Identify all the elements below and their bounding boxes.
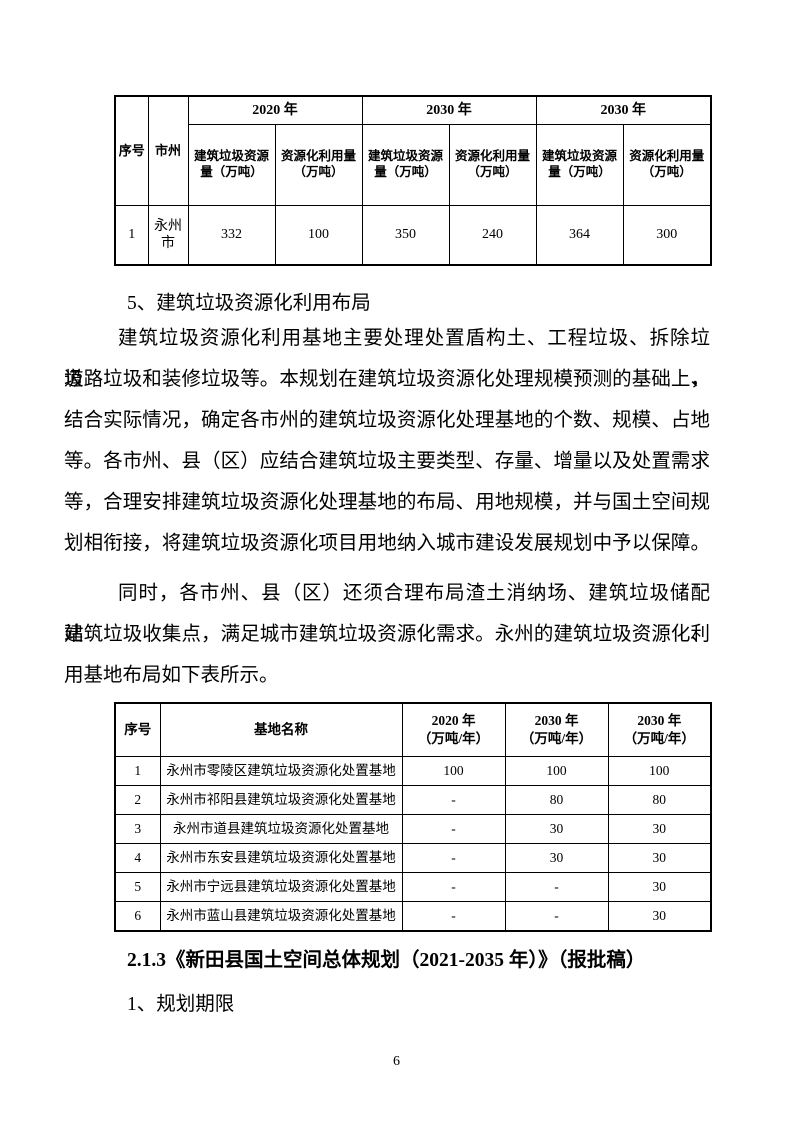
- table-header-row: 序号 基地名称 2020 年 （万吨/年） 2030 年 （万吨/年） 2030…: [114, 702, 712, 757]
- cell-value: -: [401, 872, 506, 902]
- paragraph-line: 用基地布局如下表所示。: [64, 665, 279, 686]
- cell-seq: 4: [114, 843, 161, 873]
- subheader: 资源化利用量（万吨）: [274, 124, 363, 206]
- table-row: 1 永州市零陵区建筑垃圾资源化处置基地 100 100 100: [114, 756, 712, 786]
- page-number: 6: [393, 1054, 400, 1069]
- cell-city: 永州市: [147, 205, 189, 266]
- paragraph-line: 等，合理安排建筑垃圾资源化处理基地的布局、用地规模，并与国土空间规: [64, 492, 710, 513]
- section-2-1-3-title: 2.1.3《新田县国土空间总体规划（2021-2035 年）》（报批稿）: [127, 950, 646, 971]
- table-row: 5 永州市宁远县建筑垃圾资源化处置基地 - - 30: [114, 872, 712, 902]
- table-row: 4 永州市东安县建筑垃圾资源化处置基地 - 30 30: [114, 843, 712, 873]
- table-row: 建筑垃圾资源量（万吨） 资源化利用量（万吨） 建筑垃圾资源量（万吨） 资源化利用…: [115, 124, 712, 206]
- cell-value: 100: [401, 756, 506, 786]
- subheader: 资源化利用量（万吨）: [448, 124, 537, 206]
- cell-value: 240: [448, 205, 537, 266]
- cell-value: -: [401, 843, 506, 873]
- cell-value: 30: [504, 843, 609, 873]
- header-city: 市州: [147, 95, 189, 206]
- section-5-title: 5、建筑垃圾资源化利用布局: [127, 293, 371, 314]
- cell-seq: 6: [114, 901, 161, 932]
- subheader: 资源化利用量（万吨）: [622, 124, 712, 206]
- cell-value: 80: [607, 785, 712, 815]
- cell-seq: 1: [114, 205, 149, 266]
- cell-seq: 5: [114, 872, 161, 902]
- cell-value: 80: [504, 785, 609, 815]
- header-year-2020: 2020 年: [187, 95, 363, 125]
- table-row: 6 永州市蓝山县建筑垃圾资源化处置基地 - - 30: [114, 901, 712, 932]
- cell-base-name: 永州市宁远县建筑垃圾资源化处置基地: [159, 872, 403, 902]
- cell-value: 332: [187, 205, 276, 266]
- cell-value: 300: [622, 205, 712, 266]
- table-row: 1 永州市 332 100 350 240 364 300: [114, 205, 712, 266]
- subheader: 建筑垃圾资源量（万吨）: [361, 124, 450, 206]
- subheader: 建筑垃圾资源量（万吨）: [187, 124, 276, 206]
- header-seq: 序号: [114, 95, 149, 206]
- base-layout-table: 序号 基地名称 2020 年 （万吨/年） 2030 年 （万吨/年） 2030…: [114, 702, 712, 932]
- header-year-2030a: 2030 年: [361, 95, 537, 125]
- table-row: 2 永州市祁阳县建筑垃圾资源化处置基地 - 80 80: [114, 785, 712, 815]
- header-2030b: 2030 年 （万吨/年）: [607, 702, 712, 757]
- cell-value: 30: [607, 872, 712, 902]
- cell-value: 364: [535, 205, 624, 266]
- cell-seq: 1: [114, 756, 161, 786]
- header-year-2030b: 2030 年: [535, 95, 712, 125]
- cell-base-name: 永州市祁阳县建筑垃圾资源化处置基地: [159, 785, 403, 815]
- table-row: 序号 市州 2020 年 2030 年 2030 年: [114, 95, 712, 206]
- header-base-name: 基地名称: [159, 702, 403, 757]
- cell-value: -: [401, 814, 506, 844]
- cell-value: 100: [607, 756, 712, 786]
- cell-value: -: [401, 785, 506, 815]
- paragraph-line: 结合实际情况，确定各市州的建筑垃圾资源化处理基地的个数、规模、占地: [64, 410, 710, 431]
- table-row: 3 永州市道县建筑垃圾资源化处置基地 - 30 30: [114, 814, 712, 844]
- paragraph-line: 同时，各市州、县（区）还须合理布局渣土消纳场、建筑垃圾储配站、: [64, 583, 710, 645]
- section-2-1-3-subtitle: 1、规划期限: [127, 994, 235, 1015]
- cell-base-name: 永州市零陵区建筑垃圾资源化处置基地: [159, 756, 403, 786]
- paragraph-line: 划相衔接，将建筑垃圾资源化项目用地纳入城市建设发展规划中予以保障。: [64, 533, 710, 554]
- cell-base-name: 永州市东安县建筑垃圾资源化处置基地: [159, 843, 403, 873]
- subheader: 建筑垃圾资源量（万吨）: [535, 124, 624, 206]
- cell-base-name: 永州市蓝山县建筑垃圾资源化处置基地: [159, 901, 403, 932]
- cell-value: -: [401, 901, 506, 932]
- header-2030a: 2030 年 （万吨/年）: [504, 702, 609, 757]
- paragraph-line: 建筑垃圾资源化利用基地主要处理处置盾构土、工程垃圾、拆除垃圾、: [64, 328, 710, 390]
- cell-value: 350: [361, 205, 450, 266]
- cell-base-name: 永州市道县建筑垃圾资源化处置基地: [159, 814, 403, 844]
- cell-seq: 2: [114, 785, 161, 815]
- cell-value: 100: [504, 756, 609, 786]
- cell-value: 30: [607, 843, 712, 873]
- cell-value: 100: [274, 205, 363, 266]
- paragraph-line: 建筑垃圾收集点，满足城市建筑垃圾资源化需求。永州的建筑垃圾资源化利: [64, 624, 710, 645]
- header-seq: 序号: [114, 702, 161, 757]
- header-2020: 2020 年 （万吨/年）: [401, 702, 506, 757]
- cell-value: -: [504, 872, 609, 902]
- cell-value: 30: [607, 814, 712, 844]
- cell-value: 30: [504, 814, 609, 844]
- cell-value: 30: [607, 901, 712, 932]
- cell-seq: 3: [114, 814, 161, 844]
- waste-forecast-table: 序号 市州 2020 年 2030 年 2030 年 建筑垃圾资源量（万吨） 资…: [114, 95, 712, 266]
- paragraph-line: 等。各市州、县（区）应结合建筑垃圾主要类型、存量、增量以及处置需求: [64, 451, 710, 472]
- paragraph-line: 道路垃圾和装修垃圾等。本规划在建筑垃圾资源化处理规模预测的基础上，: [64, 369, 710, 390]
- cell-value: -: [504, 901, 609, 932]
